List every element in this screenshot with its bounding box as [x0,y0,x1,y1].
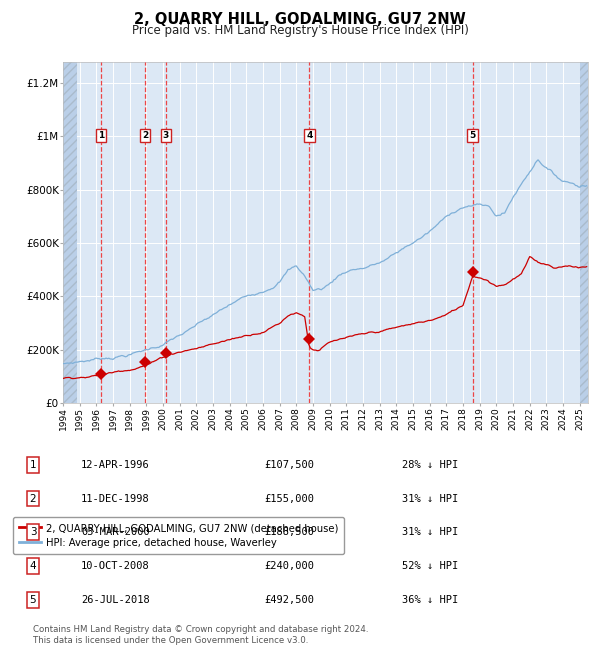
Text: 1: 1 [29,460,37,470]
Text: Price paid vs. HM Land Registry's House Price Index (HPI): Price paid vs. HM Land Registry's House … [131,24,469,37]
Text: 12-APR-1996: 12-APR-1996 [81,460,150,470]
Text: Contains HM Land Registry data © Crown copyright and database right 2024.
This d: Contains HM Land Registry data © Crown c… [33,625,368,645]
Text: 2, QUARRY HILL, GODALMING, GU7 2NW: 2, QUARRY HILL, GODALMING, GU7 2NW [134,12,466,27]
Text: £155,000: £155,000 [264,493,314,504]
Text: 03-MAR-2000: 03-MAR-2000 [81,527,150,538]
Text: £107,500: £107,500 [264,460,314,470]
Text: 31% ↓ HPI: 31% ↓ HPI [402,493,458,504]
Text: £240,000: £240,000 [264,561,314,571]
Text: 10-OCT-2008: 10-OCT-2008 [81,561,150,571]
Text: 2: 2 [142,131,148,140]
Text: 28% ↓ HPI: 28% ↓ HPI [402,460,458,470]
Text: £188,500: £188,500 [264,527,314,538]
Text: 5: 5 [469,131,476,140]
Text: 3: 3 [163,131,169,140]
Text: 3: 3 [29,527,37,538]
Text: 31% ↓ HPI: 31% ↓ HPI [402,527,458,538]
Text: 5: 5 [29,595,37,605]
Text: £492,500: £492,500 [264,595,314,605]
Text: 4: 4 [29,561,37,571]
Legend: 2, QUARRY HILL, GODALMING, GU7 2NW (detached house), HPI: Average price, detache: 2, QUARRY HILL, GODALMING, GU7 2NW (deta… [13,517,344,554]
Text: 4: 4 [306,131,313,140]
Text: 36% ↓ HPI: 36% ↓ HPI [402,595,458,605]
Text: 11-DEC-1998: 11-DEC-1998 [81,493,150,504]
Text: 52% ↓ HPI: 52% ↓ HPI [402,561,458,571]
Text: 1: 1 [98,131,104,140]
Text: 26-JUL-2018: 26-JUL-2018 [81,595,150,605]
Text: 2: 2 [29,493,37,504]
